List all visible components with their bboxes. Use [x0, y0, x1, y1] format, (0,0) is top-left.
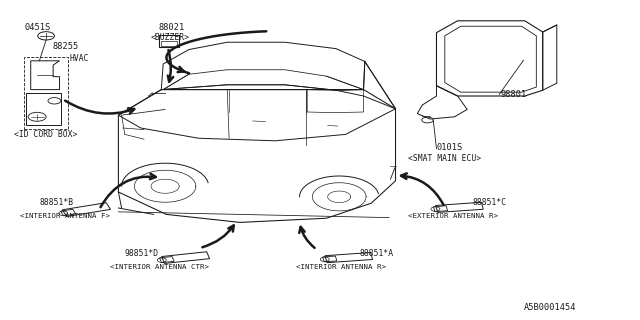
Text: 88255: 88255 — [52, 42, 79, 51]
Text: <INTERIOR ANTENNA R>: <INTERIOR ANTENNA R> — [296, 264, 386, 270]
Text: 0101S: 0101S — [436, 143, 463, 152]
Text: 88851*C: 88851*C — [472, 198, 506, 207]
Text: <ID CORD BOX>: <ID CORD BOX> — [14, 130, 77, 139]
Text: 98801: 98801 — [500, 90, 527, 99]
Text: HVAC: HVAC — [69, 54, 88, 63]
Text: <INTERIOR ANTENNA F>: <INTERIOR ANTENNA F> — [20, 213, 111, 219]
Text: 88021: 88021 — [159, 23, 185, 32]
Text: <EXTERIOR ANTENNA R>: <EXTERIOR ANTENNA R> — [408, 213, 499, 219]
Text: 0451S: 0451S — [24, 23, 51, 32]
Text: A5B0001454: A5B0001454 — [524, 303, 576, 312]
Text: <BUZZER>: <BUZZER> — [150, 33, 189, 42]
Text: 98851*D: 98851*D — [125, 249, 159, 258]
Text: <INTERIOR ANTENNA CTR>: <INTERIOR ANTENNA CTR> — [110, 264, 209, 270]
Text: 88851*A: 88851*A — [360, 249, 394, 258]
Text: 88851*B: 88851*B — [40, 198, 74, 207]
Text: <SMAT MAIN ECU>: <SMAT MAIN ECU> — [408, 154, 481, 163]
